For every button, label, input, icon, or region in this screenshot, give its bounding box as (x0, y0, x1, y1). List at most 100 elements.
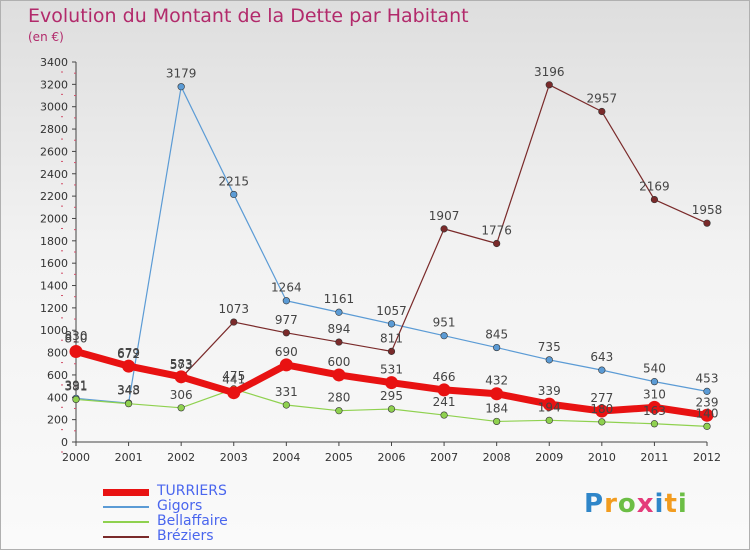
y-tick-label: 3200 (40, 78, 68, 91)
legend-swatch-gigors (103, 506, 149, 508)
data-point-gigors (335, 308, 343, 316)
data-point-bellaffaire (545, 416, 553, 424)
data-point-bréziers (703, 219, 711, 227)
x-tick-label: 2007 (430, 451, 458, 464)
x-tick-label: 2009 (535, 451, 563, 464)
x-tick-label: 2010 (588, 451, 616, 464)
data-point-bellaffaire (335, 407, 343, 415)
data-point-bréziers (230, 318, 238, 326)
data-label-bréziers: 1958 (692, 203, 723, 217)
data-point-bellaffaire (703, 422, 711, 430)
data-label-turriers: 432 (485, 374, 508, 388)
data-label-bellaffaire: 343 (117, 384, 140, 398)
data-label-gigors: 1161 (324, 292, 355, 306)
data-point-bellaffaire (124, 400, 133, 408)
data-label-gigors: 3179 (166, 67, 197, 81)
data-label-turriers: 239 (696, 395, 719, 409)
data-point-turriers (227, 386, 241, 400)
data-label-gigors: 643 (590, 350, 613, 364)
data-point-bellaffaire (72, 395, 80, 404)
data-point-gigors (282, 297, 290, 305)
x-tick-label: 2001 (115, 451, 143, 464)
data-label-bréziers: 1073 (218, 302, 249, 316)
chart-title: Evolution du Montant de la Dette par Hab… (28, 5, 469, 27)
data-point-turriers (279, 358, 293, 372)
data-point-gigors (230, 190, 238, 199)
y-tick-label: 2800 (40, 123, 68, 136)
data-label-turriers: 583 (170, 357, 193, 371)
chart-subtitle: (en €) (28, 30, 64, 44)
y-tick-label: 400 (47, 391, 68, 404)
data-point-bréziers (387, 347, 396, 355)
data-point-gigors (650, 378, 659, 386)
data-label-turriers: 339 (538, 384, 561, 398)
y-tick-label: 3000 (40, 101, 68, 114)
data-label-gigors: 951 (433, 316, 456, 330)
data-label-bréziers: 830 (65, 329, 88, 343)
data-label-bréziers: 977 (275, 313, 298, 327)
data-label-gigors: 1057 (376, 304, 407, 318)
data-label-turriers: 441 (222, 373, 245, 387)
data-label-bréziers: 3196 (534, 65, 565, 79)
data-label-turriers: 310 (643, 387, 666, 401)
data-label-bréziers: 2957 (587, 92, 618, 106)
data-label-bellaffaire: 140 (696, 406, 719, 420)
data-label-gigors: 845 (485, 328, 508, 342)
data-label-bréziers: 672 (117, 347, 140, 361)
data-label-bellaffaire: 381 (65, 379, 88, 393)
data-label-bellaffaire: 295 (380, 389, 403, 403)
data-point-bréziers (650, 195, 659, 204)
data-point-turriers (700, 408, 714, 422)
data-point-turriers (174, 370, 188, 384)
data-label-gigors: 453 (696, 371, 719, 385)
y-tick-label: 2000 (40, 212, 68, 225)
data-point-gigors (493, 343, 501, 352)
data-point-turriers (542, 397, 556, 411)
data-point-gigors (387, 320, 396, 328)
y-tick-label: 1200 (40, 302, 68, 315)
data-label-gigors: 735 (538, 340, 561, 354)
data-point-gigors (598, 366, 606, 374)
data-point-bellaffaire (440, 411, 448, 419)
y-tick-label: 2200 (40, 190, 68, 203)
x-tick-label: 2008 (483, 451, 511, 464)
data-point-turriers (122, 359, 136, 373)
legend-swatch-breziers (103, 536, 149, 538)
data-point-bellaffaire (387, 405, 396, 413)
data-label-bellaffaire: 475 (222, 369, 245, 383)
data-point-turriers (437, 383, 451, 397)
x-tick-label: 2002 (167, 451, 195, 464)
y-tick-label: 600 (47, 369, 68, 382)
data-label-bréziers: 2169 (639, 180, 670, 194)
x-tick-label: 2005 (325, 451, 353, 464)
data-label-gigors: 540 (643, 362, 666, 376)
data-point-bréziers (545, 81, 553, 89)
y-tick-label: 1600 (40, 257, 68, 270)
data-label-bréziers: 811 (380, 331, 403, 345)
data-point-bellaffaire (650, 420, 659, 428)
y-tick-label: 1800 (40, 235, 68, 248)
data-point-turriers (647, 400, 661, 414)
data-label-bréziers: 573 (170, 358, 193, 372)
proxiti-logo: Proxiti (584, 489, 688, 519)
data-point-bréziers (493, 239, 501, 248)
data-point-bellaffaire (177, 404, 185, 412)
data-label-turriers: 277 (590, 391, 613, 405)
data-label-bellaffaire: 331 (275, 385, 298, 399)
x-tick-label: 2000 (62, 451, 90, 464)
data-label-bellaffaire: 280 (327, 391, 350, 405)
legend-label-gigors: Gigors (157, 498, 203, 514)
y-tick-label: 2600 (40, 145, 68, 158)
data-point-gigors (703, 387, 711, 395)
data-label-gigors: 1264 (271, 281, 302, 295)
y-tick-label: 0 (61, 436, 68, 449)
y-tick-label: 200 (47, 414, 68, 427)
data-point-gigors (440, 332, 448, 340)
data-label-turriers: 466 (433, 370, 456, 384)
data-point-bellaffaire (493, 417, 501, 426)
legend-label-turriers: TURRIERS (157, 483, 227, 499)
y-tick-label: 1400 (40, 280, 68, 293)
data-label-turriers: 600 (327, 355, 350, 369)
y-tick-label: 1000 (40, 324, 68, 337)
